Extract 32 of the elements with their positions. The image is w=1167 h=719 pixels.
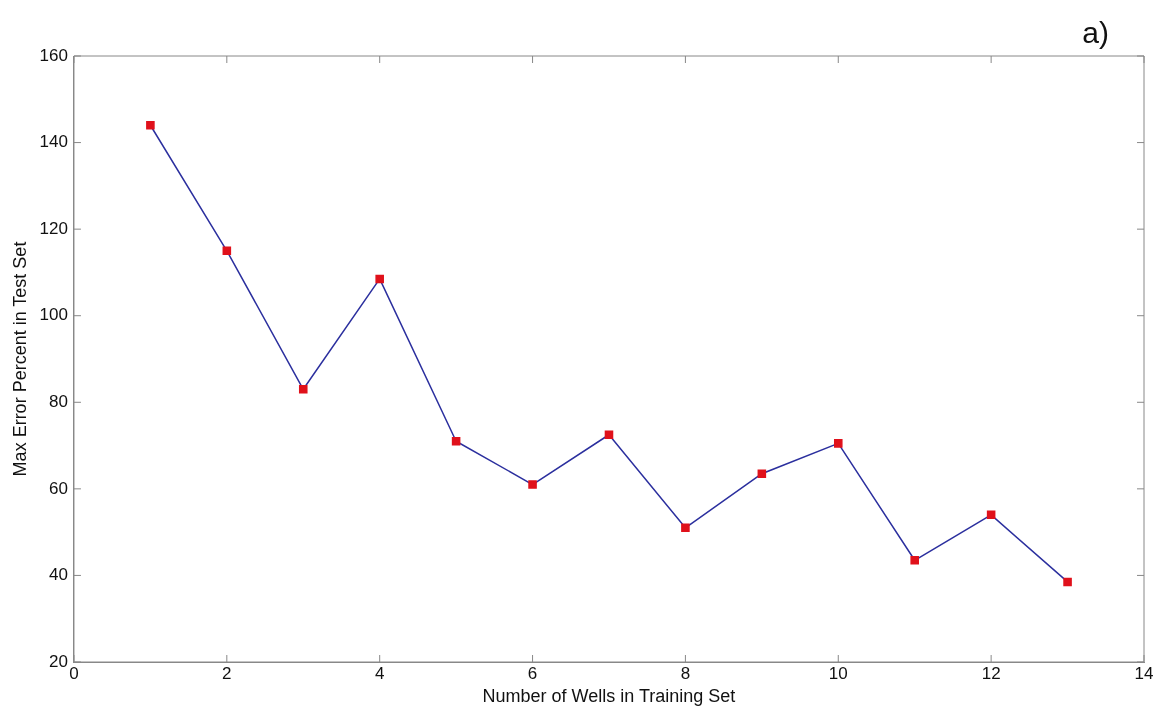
y-tick-label: 60 <box>49 478 68 498</box>
x-tick-label: 2 <box>222 663 232 683</box>
x-tick-label: 8 <box>680 663 691 683</box>
point <box>757 469 767 478</box>
y-axis-title: Max Error Percent in Test Set <box>9 241 30 477</box>
point <box>146 120 155 130</box>
point <box>451 436 461 446</box>
x-tick-label: 12 <box>981 663 1001 683</box>
point <box>222 246 232 256</box>
x-tick-label: 4 <box>374 663 385 683</box>
point <box>910 555 919 565</box>
y-tick-label: 120 <box>39 218 68 238</box>
y-tick-label: 40 <box>49 565 68 585</box>
point <box>1063 577 1072 587</box>
y-tick-label: 20 <box>49 651 68 671</box>
point <box>681 523 690 533</box>
text: a) <box>1082 16 1109 50</box>
x-tick-label: 6 <box>527 663 538 683</box>
y-tick-label: 80 <box>49 391 68 411</box>
x-axis-title: Number of Wells in Training Set <box>482 686 736 707</box>
x-tick-label: 10 <box>828 663 848 683</box>
y-tick-label: 160 <box>39 45 68 65</box>
y-tick-label: 140 <box>39 132 68 152</box>
point <box>528 480 537 489</box>
y-tick-label: 100 <box>39 305 68 325</box>
point <box>833 439 843 448</box>
point <box>298 385 308 394</box>
point <box>986 510 996 520</box>
x-tick-label: 14 <box>1134 663 1154 683</box>
point <box>604 430 614 440</box>
point <box>375 274 384 284</box>
x-tick-label: 0 <box>69 663 79 683</box>
